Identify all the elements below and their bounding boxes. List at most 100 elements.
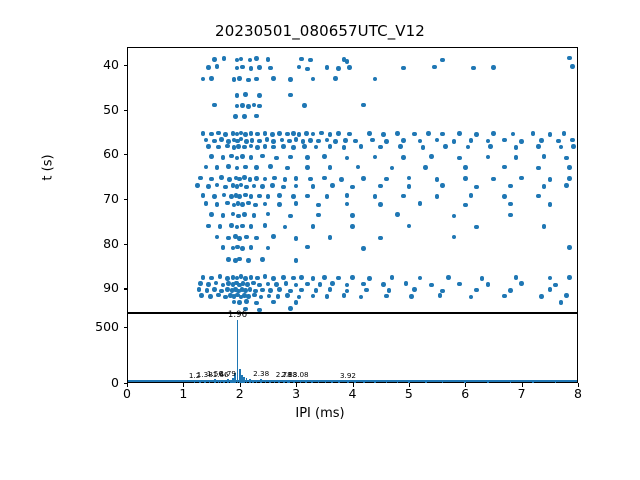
scatter-point (206, 223, 212, 229)
scatter-point (307, 138, 313, 143)
scatter-point (220, 213, 226, 218)
scatter-point (253, 288, 258, 294)
scatter-point (343, 138, 349, 143)
scatter-point (221, 56, 227, 61)
scatter-point (232, 287, 238, 292)
scatter-point (270, 132, 275, 137)
scatter-point (223, 132, 228, 137)
scatter-point (322, 154, 327, 159)
scatter-point (291, 194, 296, 200)
peak-annotation: 3.92 (339, 370, 356, 380)
scatter-point (209, 75, 214, 81)
scatter-point (214, 202, 220, 207)
scatter-point (344, 193, 350, 198)
scatter-point (262, 130, 268, 136)
scatter-y-tick-label: 90 (103, 280, 119, 296)
histogram-x-tick-label: 3 (292, 386, 301, 401)
scatter-point (206, 65, 212, 70)
scatter-point (243, 92, 248, 97)
scatter-point (214, 165, 220, 170)
scatter-point (234, 65, 240, 71)
scatter-y-tickmark (123, 109, 127, 111)
scatter-point (310, 184, 316, 189)
histogram-x-tickmark (296, 383, 298, 387)
histogram-y-tick-label: 0 (111, 375, 119, 390)
histogram-bar (241, 375, 243, 383)
scatter-point (255, 131, 261, 137)
scatter-point (264, 137, 270, 142)
scatter-point (276, 287, 282, 293)
histogram-bar (317, 381, 320, 383)
scatter-point (313, 144, 319, 150)
scatter-point (225, 200, 230, 206)
scatter-point (237, 194, 243, 199)
histogram-x-tickmark (465, 383, 467, 387)
scatter-point (485, 282, 491, 287)
scatter-point (231, 299, 237, 305)
scatter-point (257, 193, 262, 199)
scatter-point (567, 164, 572, 170)
histogram-bar (293, 381, 295, 383)
scatter-point (513, 145, 519, 150)
scatter-point (245, 258, 251, 263)
scatter-point (288, 154, 293, 160)
scatter-point (265, 194, 271, 199)
scatter-point (564, 155, 570, 161)
scatter-point (275, 294, 281, 299)
scatter-point (234, 224, 240, 230)
scatter-point (293, 300, 299, 305)
scatter-point (547, 202, 553, 207)
scatter-point (327, 235, 333, 240)
scatter-point (462, 165, 468, 170)
scatter-point (216, 292, 221, 298)
scatter-point (400, 155, 406, 160)
scatter-point (291, 275, 296, 281)
scatter-point (249, 138, 255, 143)
scatter-point (536, 165, 541, 171)
scatter-y-tickmark (123, 243, 127, 245)
scatter-point (541, 184, 547, 189)
scatter-point (406, 184, 412, 189)
scatter-point (451, 213, 457, 219)
peak-annotation: 1.96 (227, 309, 248, 320)
scatter-point (310, 293, 316, 299)
scatter-point (236, 213, 241, 219)
scatter-point (241, 212, 247, 217)
scatter-point (257, 282, 262, 288)
histogram-bar (193, 380, 196, 383)
scatter-point (429, 282, 434, 288)
scatter-point (293, 183, 299, 189)
scatter-point (293, 137, 299, 142)
scatter-point (384, 176, 389, 182)
scatter-point (225, 276, 230, 281)
scatter-point (265, 211, 271, 217)
histogram-bar (374, 381, 376, 383)
scatter-point (508, 288, 513, 293)
histogram-x-tickmark (352, 383, 354, 387)
scatter-point (341, 293, 347, 298)
scatter-point (226, 257, 231, 262)
scatter-point (212, 57, 217, 62)
histogram-x-tick-label: 4 (348, 386, 357, 401)
scatter-point (474, 132, 479, 137)
scatter-point (206, 282, 212, 287)
histogram-y-tickmark (123, 383, 127, 385)
histogram-x-tick-label: 2 (235, 386, 244, 401)
scatter-point (226, 164, 231, 169)
scatter-point (257, 103, 262, 109)
scatter-point (434, 194, 440, 199)
peak-annotation: 2.38 (253, 369, 270, 379)
scatter-point (260, 184, 265, 189)
scatter-point (254, 235, 259, 241)
scatter-point (204, 288, 210, 293)
scatter-point (558, 299, 564, 305)
scatter-point (485, 138, 491, 144)
histogram-y-tickmark (123, 326, 127, 328)
scatter-point (238, 294, 244, 300)
scatter-point (355, 164, 361, 170)
scatter-point (282, 224, 288, 230)
scatter-point (216, 130, 221, 136)
histogram-x-tick-label: 1 (179, 386, 188, 401)
scatter-point (247, 287, 253, 292)
scatter-point (230, 183, 236, 188)
